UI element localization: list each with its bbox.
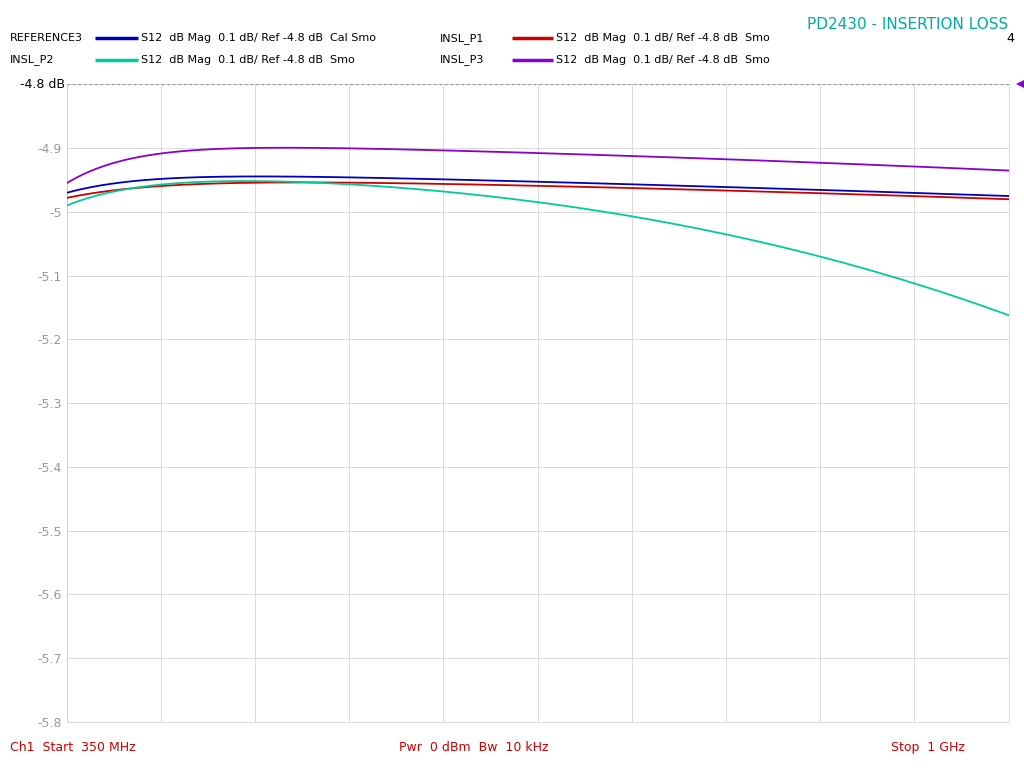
- Text: S12  dB Mag  0.1 dB/ Ref -4.8 dB  Smo: S12 dB Mag 0.1 dB/ Ref -4.8 dB Smo: [141, 55, 355, 65]
- Text: 4: 4: [1006, 32, 1014, 45]
- Text: INSL_P2: INSL_P2: [10, 55, 54, 65]
- Text: Ch1  Start  350 MHz: Ch1 Start 350 MHz: [10, 741, 136, 754]
- Text: Stop  1 GHz: Stop 1 GHz: [891, 741, 965, 754]
- Text: INSL_P1: INSL_P1: [440, 33, 484, 44]
- Text: REFERENCE3: REFERENCE3: [10, 33, 83, 44]
- Text: INSL_P3: INSL_P3: [440, 55, 484, 65]
- Text: Pwr  0 dBm  Bw  10 kHz: Pwr 0 dBm Bw 10 kHz: [399, 741, 549, 754]
- Text: S12  dB Mag  0.1 dB/ Ref -4.8 dB  Cal Smo: S12 dB Mag 0.1 dB/ Ref -4.8 dB Cal Smo: [141, 33, 376, 44]
- Text: PD2430 - INSERTION LOSS: PD2430 - INSERTION LOSS: [807, 17, 1009, 32]
- Text: S12  dB Mag  0.1 dB/ Ref -4.8 dB  Smo: S12 dB Mag 0.1 dB/ Ref -4.8 dB Smo: [556, 33, 770, 44]
- Text: S12  dB Mag  0.1 dB/ Ref -4.8 dB  Smo: S12 dB Mag 0.1 dB/ Ref -4.8 dB Smo: [556, 55, 770, 65]
- Text: -4.8 dB: -4.8 dB: [19, 78, 65, 91]
